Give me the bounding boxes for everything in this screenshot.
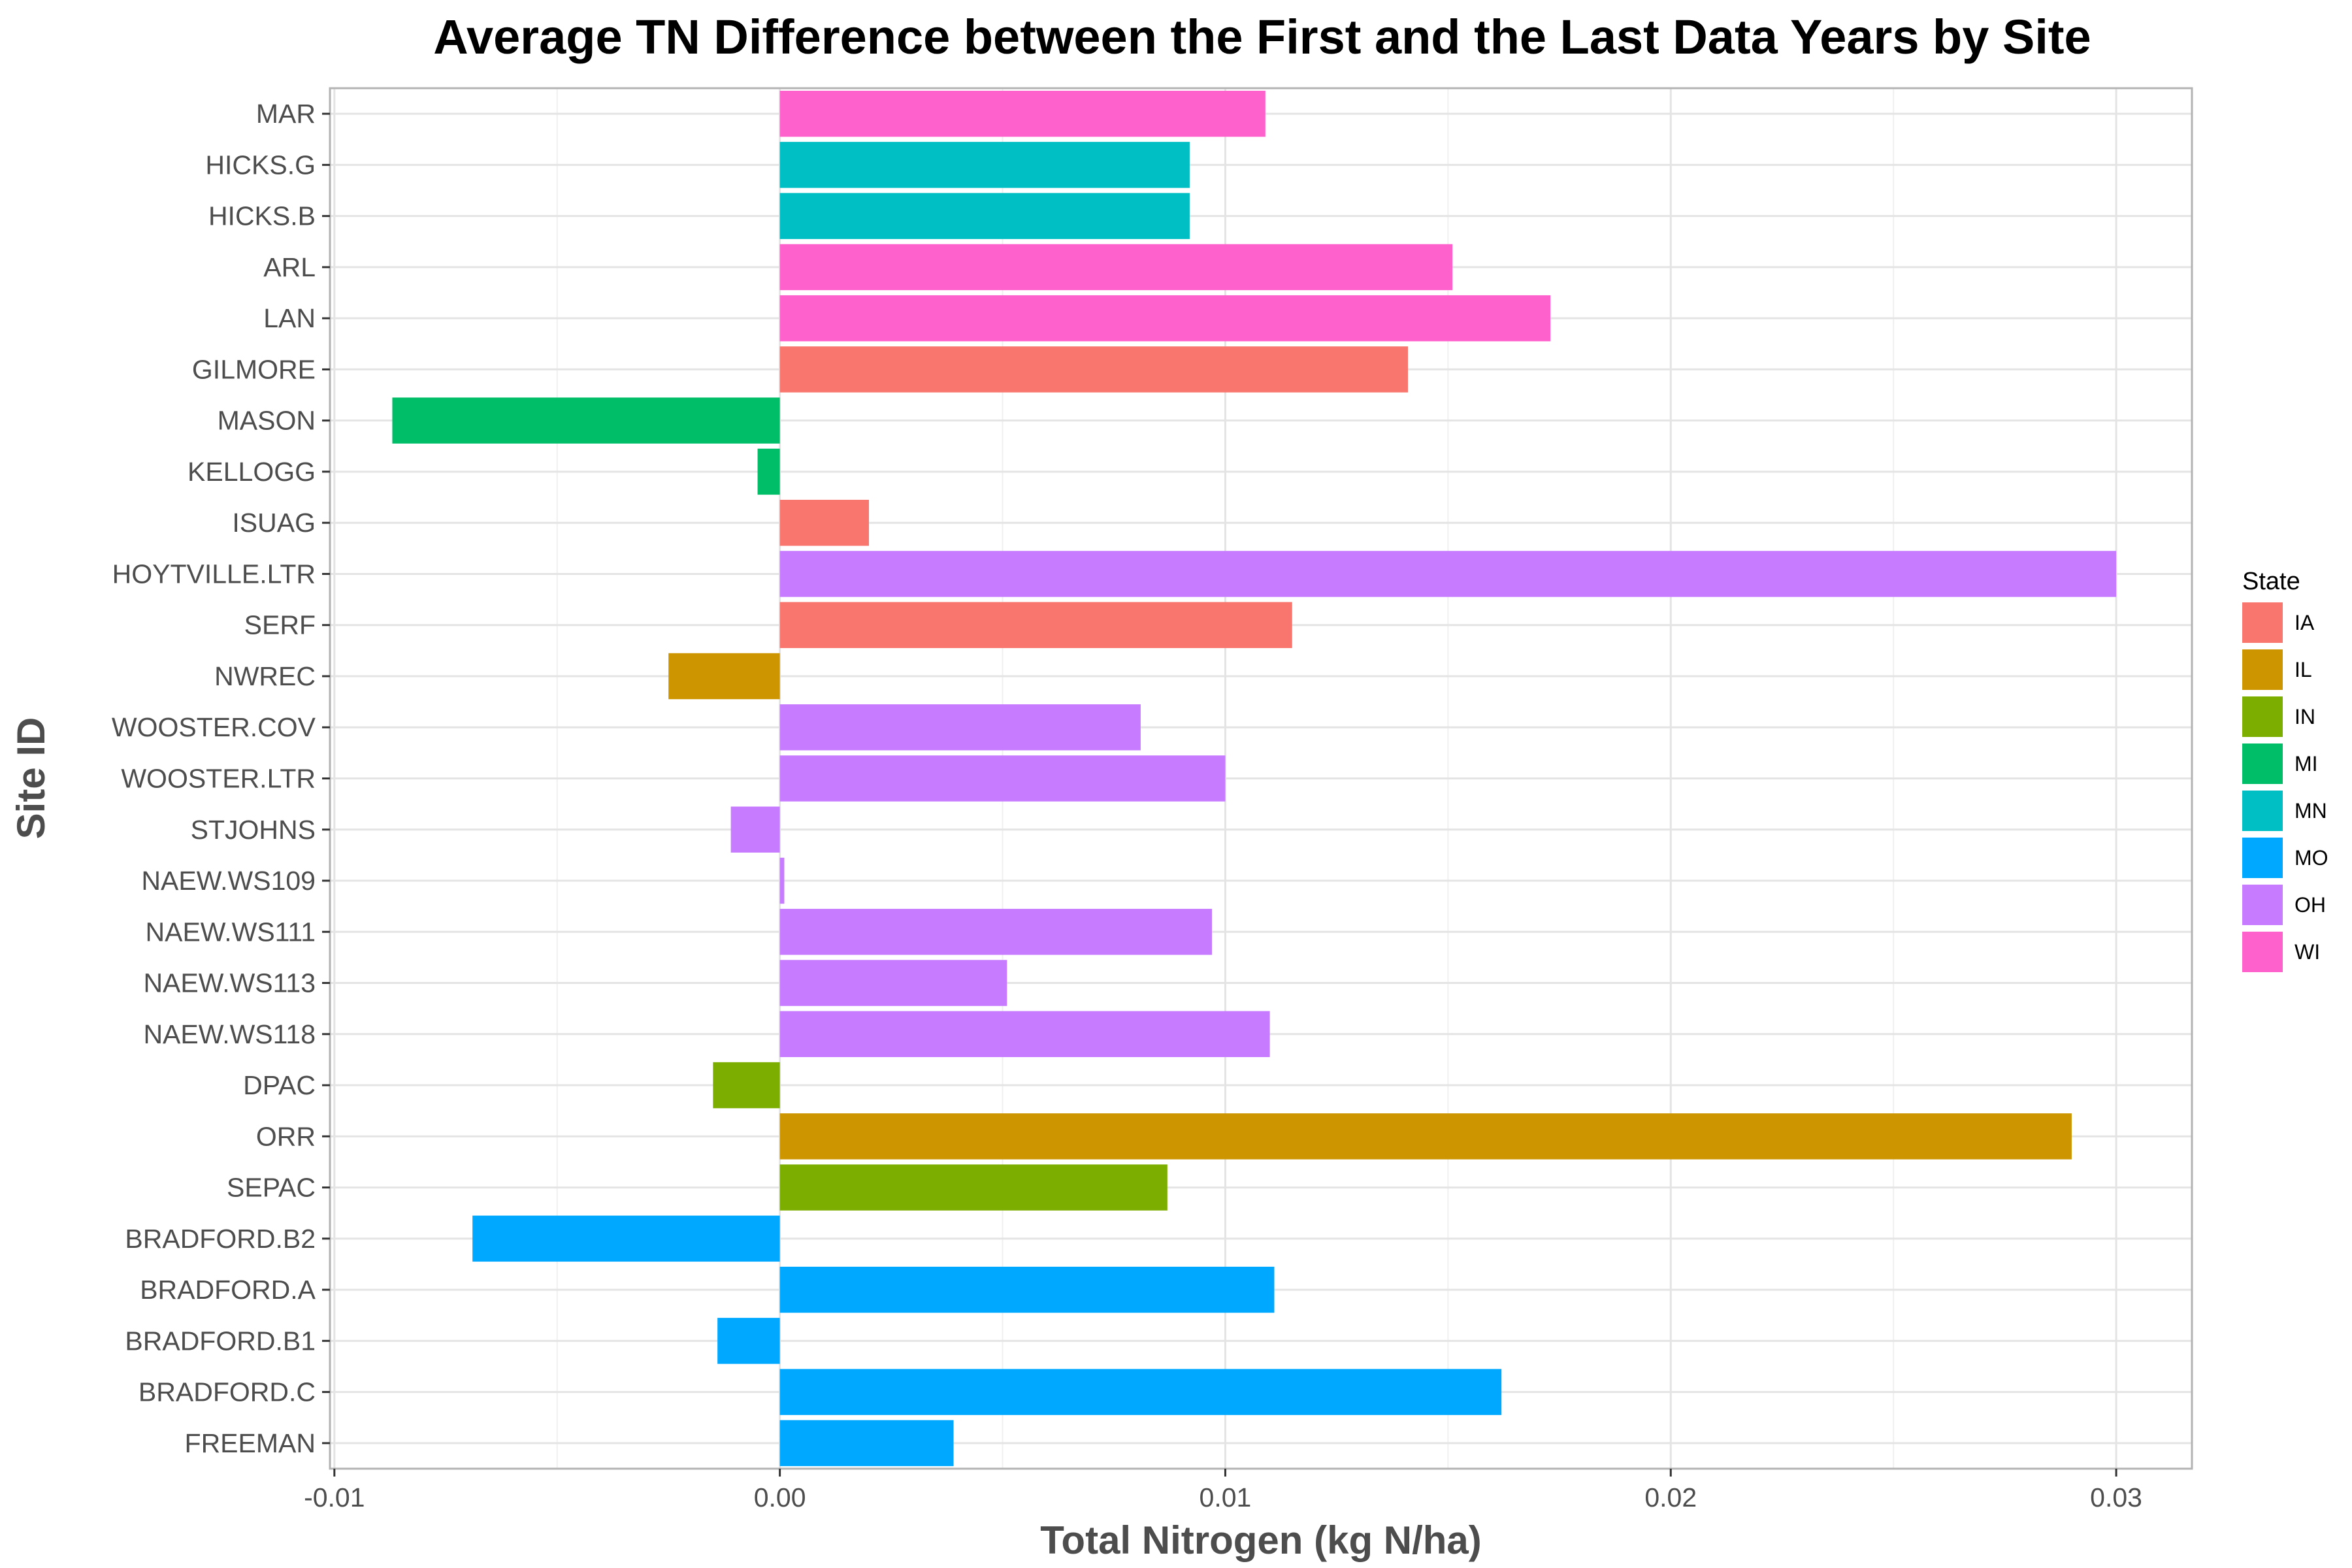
- legend-key: [2242, 649, 2283, 690]
- legend-label: OH: [2295, 893, 2326, 917]
- y-tick-label: BRADFORD.A: [140, 1275, 316, 1305]
- bar: [779, 193, 1190, 239]
- y-tick-label: STJOHNS: [191, 815, 316, 845]
- bar: [779, 1164, 1168, 1211]
- legend-key: [2242, 602, 2283, 643]
- bar: [779, 295, 1551, 342]
- bar: [668, 653, 780, 700]
- bar: [779, 857, 785, 904]
- plot-area: [329, 87, 2193, 1470]
- bars: [392, 90, 2117, 1467]
- bar: [779, 346, 1408, 393]
- y-tick-label: FREEMAN: [185, 1428, 316, 1458]
- legend-label: MI: [2295, 752, 2318, 776]
- y-tick-label: HICKS.G: [205, 150, 316, 180]
- y-tick-label: WOOSTER.LTR: [121, 764, 316, 794]
- x-tick-label: 0.02: [1644, 1482, 1697, 1512]
- bar: [779, 704, 1141, 751]
- legend-label: IL: [2295, 658, 2312, 681]
- y-tick-label: MAR: [256, 99, 316, 129]
- bar: [779, 1011, 1270, 1058]
- y-tick-label: BRADFORD.B1: [125, 1326, 316, 1356]
- y-tick-label: GILMORE: [192, 354, 316, 384]
- y-tick-label: NWREC: [214, 661, 316, 691]
- legend-label: IN: [2295, 705, 2315, 728]
- y-tick-label: HOYTVILLE.LTR: [112, 559, 316, 589]
- bar: [757, 448, 780, 495]
- bar: [779, 90, 1266, 137]
- y-tick-label: DPAC: [243, 1070, 316, 1100]
- bar: [779, 909, 1212, 955]
- y-axis: MAR HICKS.G HICKS.B ARL LAN GILMORE MASON KELLO…: [112, 99, 330, 1458]
- y-tick-label: ARL: [263, 252, 316, 282]
- bar: [779, 960, 1007, 1006]
- legend-label: WI: [2295, 940, 2320, 964]
- bar: [717, 1318, 780, 1364]
- y-tick-label: MASON: [218, 406, 316, 436]
- y-tick-label: LAN: [263, 303, 316, 333]
- legend-title: State: [2242, 568, 2300, 595]
- y-tick-label: WOOSTER.COV: [112, 712, 316, 742]
- bar: [779, 551, 2117, 597]
- y-tick-label: HICKS.B: [208, 201, 316, 231]
- bar: [472, 1215, 780, 1262]
- bar: [392, 397, 780, 444]
- y-tick-label: BRADFORD.C: [139, 1377, 316, 1407]
- x-tick-label: 0.03: [2090, 1482, 2142, 1512]
- chart-title: Average TN Difference between the First …: [433, 10, 2091, 64]
- y-axis-title: Site ID: [9, 717, 53, 840]
- bar: [779, 602, 1292, 648]
- x-axis-title: Total Nitrogen (kg N/ha): [1040, 1518, 1482, 1562]
- bar: [713, 1062, 780, 1109]
- legend-label: MN: [2295, 799, 2327, 823]
- legend: State IA IL IN MI MN MO OH WI: [2242, 568, 2328, 972]
- y-tick-label: KELLOGG: [188, 457, 316, 487]
- y-tick-label: ORR: [256, 1121, 316, 1151]
- legend-key: [2242, 696, 2283, 737]
- legend-label: IA: [2295, 611, 2315, 634]
- y-tick-label: SERF: [244, 610, 316, 640]
- legend-key: [2242, 885, 2283, 925]
- bar: [779, 1113, 2072, 1160]
- legend-key: [2242, 932, 2283, 972]
- x-tick-label: 0.00: [754, 1482, 806, 1512]
- bar: [730, 806, 780, 853]
- legend-key: [2242, 743, 2283, 784]
- legend-key: [2242, 791, 2283, 831]
- bar: [779, 244, 1453, 291]
- y-tick-label: ISUAG: [232, 508, 316, 538]
- bar: [779, 142, 1190, 188]
- bar: [779, 499, 869, 546]
- bar: [779, 1266, 1275, 1313]
- y-tick-label: BRADFORD.B2: [125, 1224, 316, 1254]
- y-tick-label: NAEW.WS113: [143, 968, 316, 998]
- y-tick-label: NAEW.WS111: [146, 917, 316, 947]
- y-tick-label: SEPAC: [227, 1173, 316, 1203]
- x-axis: -0.01 0.00 0.01 0.02 0.03: [304, 1469, 2142, 1512]
- bar: [779, 1369, 1502, 1415]
- y-tick-label: NAEW.WS109: [141, 866, 316, 896]
- bar: [779, 1420, 954, 1467]
- y-tick-label: NAEW.WS118: [143, 1019, 316, 1049]
- bar: [779, 755, 1226, 802]
- legend-label: MO: [2295, 846, 2328, 870]
- x-tick-label: 0.01: [1200, 1482, 1252, 1512]
- legend-key: [2242, 838, 2283, 878]
- x-tick-label: -0.01: [304, 1482, 365, 1512]
